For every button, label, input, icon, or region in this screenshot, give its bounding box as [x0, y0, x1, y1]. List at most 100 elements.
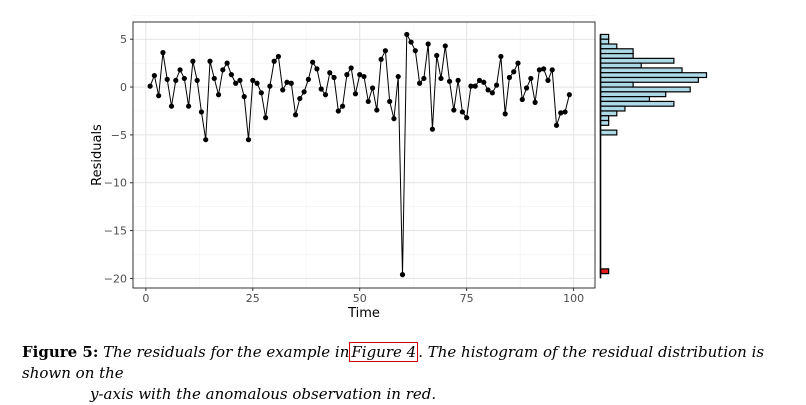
- plot-background: [133, 22, 595, 288]
- histogram-bar: [599, 43, 618, 50]
- residual-point: [425, 41, 431, 47]
- residual-point: [532, 99, 538, 105]
- histogram-bar: [599, 62, 642, 69]
- residual-point: [553, 122, 560, 128]
- residual-point: [271, 58, 277, 64]
- residual-point: [344, 72, 350, 78]
- histogram-bar: [599, 72, 708, 79]
- plot-border: [132, 21, 596, 289]
- residual-point: [408, 39, 414, 45]
- y-tick-label: −5: [111, 129, 127, 142]
- residual-point: [382, 48, 388, 54]
- residual-point: [215, 92, 222, 98]
- residual-point: [181, 75, 187, 82]
- residual-point: [506, 74, 513, 81]
- residual-point: [455, 77, 461, 83]
- y-tick-label: 0: [120, 81, 127, 94]
- residual-point: [434, 52, 440, 59]
- caption-text-after: . The histogram of the residual distribu…: [22, 343, 765, 382]
- residual-point: [374, 107, 380, 113]
- residual-histogram-panel: [599, 33, 708, 279]
- residual-point: [147, 83, 153, 89]
- histogram-bar: [599, 57, 675, 64]
- histogram-bar: [599, 115, 610, 122]
- residual-point: [151, 72, 157, 79]
- residual-point: [528, 75, 534, 82]
- residual-point: [288, 80, 294, 86]
- residual-point: [541, 66, 547, 72]
- histogram-bar: [599, 129, 618, 136]
- residual-point: [549, 67, 555, 73]
- histogram-bar: [599, 105, 626, 112]
- residual-point: [502, 111, 508, 117]
- residual-point: [404, 31, 410, 38]
- residual-point: [331, 74, 337, 81]
- figure-4-reference-link[interactable]: Figure 4: [349, 342, 419, 362]
- residual-point: [417, 80, 423, 86]
- residual-point: [186, 103, 192, 109]
- residual-point: [498, 53, 504, 60]
- residual-point: [399, 272, 406, 278]
- residual-point: [421, 75, 427, 82]
- residual-point: [387, 98, 393, 105]
- y-axis-title: Residuals: [90, 124, 105, 186]
- histogram-bar: [599, 38, 610, 45]
- residual-point: [494, 82, 500, 88]
- x-tick-label: 50: [353, 292, 367, 305]
- figure-caption: Figure 5: The residuals for the example …: [22, 342, 782, 405]
- histogram-bar: [599, 76, 699, 83]
- residual-point: [245, 137, 252, 143]
- residual-point: [275, 53, 282, 60]
- x-tick-label: 25: [246, 292, 260, 305]
- residual-point: [224, 60, 230, 66]
- residual-point: [511, 69, 517, 75]
- residual-point: [464, 115, 470, 121]
- histogram-bar: [599, 33, 610, 40]
- residual-point: [318, 86, 324, 92]
- residual-point: [361, 73, 367, 80]
- residual-point: [352, 91, 359, 97]
- residual-point: [489, 90, 495, 96]
- residual-point: [250, 77, 256, 83]
- residual-point: [190, 58, 196, 64]
- residual-point: [164, 76, 170, 83]
- residual-point: [340, 103, 346, 109]
- residual-point: [305, 76, 311, 83]
- residual-point: [198, 109, 205, 115]
- residual-point: [395, 73, 401, 80]
- residual-point: [348, 65, 354, 71]
- residual-point: [297, 95, 303, 102]
- caption-text-before: The residuals for the example in: [103, 343, 350, 361]
- y-tick-label: −20: [104, 272, 127, 285]
- histogram-bar: [599, 52, 634, 59]
- x-tick-label: 0: [142, 292, 149, 305]
- histogram-anomaly-bar: [599, 268, 610, 275]
- y-tick-label: 5: [120, 33, 127, 46]
- residual-point: [335, 108, 341, 114]
- residual-point: [237, 77, 243, 83]
- residual-point: [292, 112, 299, 118]
- residual-point: [322, 92, 329, 98]
- residual-point: [545, 77, 551, 83]
- histogram-bar: [599, 67, 683, 74]
- caption-text-line2: y-axis with the anomalous observation in…: [90, 385, 437, 403]
- x-tick-label: 75: [460, 292, 474, 305]
- residual-point: [365, 98, 371, 105]
- residual-point: [254, 80, 260, 86]
- histogram-bar: [599, 81, 634, 88]
- residual-point: [211, 75, 217, 82]
- residual-point: [523, 85, 530, 91]
- histogram-bar: [599, 48, 634, 55]
- residual-point: [177, 67, 183, 73]
- residual-point: [476, 77, 483, 83]
- residual-point: [233, 80, 239, 86]
- residual-point: [228, 72, 234, 78]
- residual-point: [160, 50, 166, 56]
- histogram-bar: [599, 96, 651, 103]
- residual-point: [446, 78, 453, 84]
- residual-point: [451, 107, 457, 113]
- residual-point: [485, 87, 491, 93]
- residual-point: [515, 60, 521, 66]
